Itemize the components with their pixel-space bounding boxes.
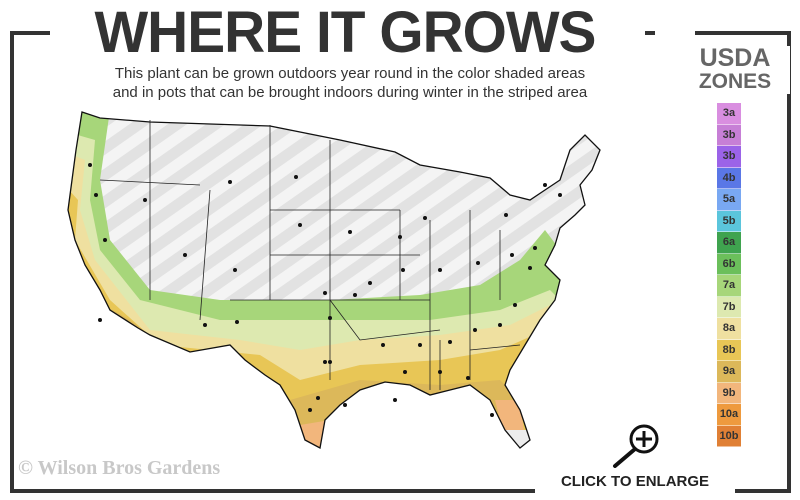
city-dot [393,398,397,402]
city-dot [316,396,320,400]
city-dot [473,328,477,332]
legend-title-line-1: USDA [699,44,771,72]
city-dot [203,323,207,327]
city-dot [528,266,532,270]
city-dot [353,293,357,297]
subtitle-line-2: and in pots that can be brought indoors … [112,84,588,101]
city-dot [558,193,562,197]
legend-swatch-6a: 6a [717,232,741,254]
legend-swatch-5b: 5b [717,210,741,232]
city-dot [323,360,327,364]
city-dot [438,370,442,374]
legend-title-line-2: ZONES [698,70,772,93]
city-dot [328,316,332,320]
zone-10-region [505,430,535,448]
page-title: WHERE IT GROWS [94,0,597,65]
frame-gap [655,20,695,50]
city-dot [448,340,452,344]
city-dot [94,193,98,197]
city-dot [423,216,427,220]
city-dot [294,175,298,179]
city-dot [504,213,508,217]
legend-swatch-3b: 3b [717,146,741,168]
click-to-enlarge-label: CLICK TO ENLARGE [560,473,710,490]
magnifier-plus-icon[interactable] [610,422,666,468]
click-to-enlarge-button[interactable]: CLICK TO ENLARGE [535,470,735,500]
city-dot [143,198,147,202]
legend-swatch-5a: 5a [717,189,741,211]
city-dot [328,360,332,364]
title-background [50,20,645,50]
city-dot [533,246,537,250]
legend-swatch-9b: 9b [717,382,741,404]
subtitle-line-1: This plant can be grown outdoors year ro… [114,65,586,82]
legend-swatch-4b: 4b [717,167,741,189]
city-dot [323,291,327,295]
legend-swatch-7a: 7a [717,275,741,297]
city-dot [343,403,347,407]
city-dot [543,183,547,187]
city-dot [88,163,92,167]
city-dot [228,180,232,184]
city-dots [88,163,562,417]
legend-swatch-3b: 3b [717,124,741,146]
legend-swatch-9a: 9a [717,361,741,383]
legend-swatch-3a: 3a [717,103,741,125]
city-dot [183,253,187,257]
subtitle: This plant can be grown outdoors year ro… [40,64,660,102]
city-dot [233,268,237,272]
copyright-watermark: © Wilson Bros Gardens [18,457,221,479]
city-dot [235,320,239,324]
city-dot [401,268,405,272]
us-outline [67,111,601,449]
city-dot [381,343,385,347]
legend-swatch-6b: 6b [717,253,741,275]
legend-title: USDA ZONES [680,46,790,94]
city-dot [510,253,514,257]
city-dot [490,413,494,417]
city-dot [368,281,372,285]
city-dot [103,238,107,242]
city-dot [418,343,422,347]
zone-legend: 3a 3b 3b 4b 5a 5b 6a 6b 7a 7b 8a 8b 9a 9b 10a 10b [717,103,741,447]
legend-swatch-10b: 10b [717,425,741,447]
city-dot [98,318,102,322]
legend-swatch-8b: 8b [717,339,741,361]
city-dot [308,408,312,412]
city-dot [513,303,517,307]
city-dot [476,261,480,265]
city-dot [498,323,502,327]
city-dot [466,376,470,380]
state-borders [99,120,521,390]
city-dot [438,268,442,272]
city-dot [298,223,302,227]
city-dot [403,370,407,374]
city-dot [398,235,402,239]
legend-swatch-10a: 10a [717,404,741,426]
legend-swatch-7b: 7b [717,296,741,318]
city-dot [348,230,352,234]
legend-swatch-8a: 8a [717,318,741,340]
